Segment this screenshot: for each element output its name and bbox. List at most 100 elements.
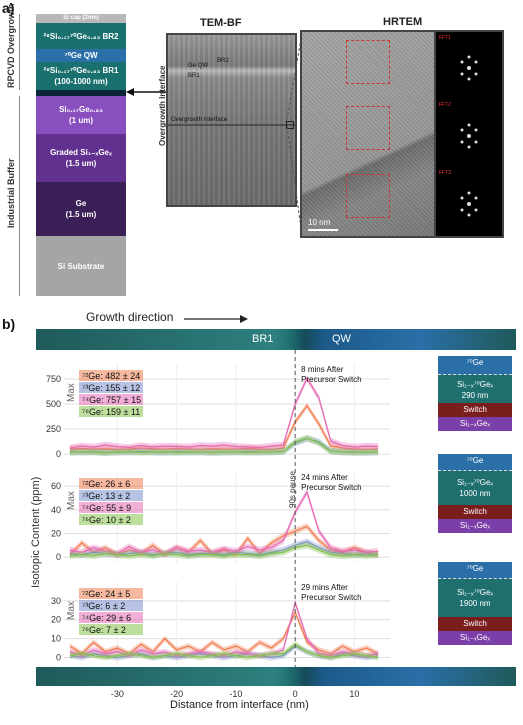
chart1-legend-text-2: ⁷⁴Ge: 757 ± 15 <box>82 395 141 405</box>
layer-ge-line1: Ge <box>75 199 87 208</box>
chart1-ytick-3: 750 <box>46 374 61 384</box>
layer-graded-line2: (1.5 um) <box>65 159 97 168</box>
chart2-max-label: Max <box>66 491 77 510</box>
chart1-annotation-1: Precursor Switch <box>301 375 361 384</box>
rpcvd-bracket <box>19 14 20 90</box>
layer-sige: Si₀.₁₇Ge₀.₈₃ (1 um) <box>36 96 126 134</box>
growth-region-bar-bottom <box>36 667 516 686</box>
chart3-band-0 <box>69 609 379 657</box>
layer-si-cap: Si cap (2nm) <box>36 14 126 23</box>
chart3-ytick-3: 30 <box>51 596 61 606</box>
panel-a-letter: a) <box>2 0 15 16</box>
tem-label-br1: BR1 <box>188 73 200 79</box>
chart2-ytick-2: 40 <box>51 505 61 515</box>
chart2-legend-swatch-3 <box>79 514 143 525</box>
chart3-ytick-0: 0 <box>56 652 61 662</box>
structure-stack-1: ⁷⁰Ge Si₁₋ₓ⁷⁰Geₓ 290 nm Switch Si₁₋ₓGeₓ <box>438 356 512 431</box>
stack1-thickness: 290 nm <box>461 391 489 400</box>
chart1-ytick-0: 0 <box>56 449 61 459</box>
chart2-legend-swatch-0 <box>79 478 143 489</box>
fft-patterns <box>460 55 478 217</box>
layer-br1-line2: (100-1000 nm) <box>54 77 108 86</box>
industrial-buffer-label: Industrial Buffer <box>6 158 16 228</box>
layer-interface-strip <box>36 90 126 96</box>
growth-region-bar: BR1 QW <box>36 329 516 350</box>
structure-stack-3: ⁷⁰Ge Si₁₋ₓ⁷⁰Geₓ 1900 nm Switch Si₁₋ₓGeₓ <box>438 562 512 645</box>
chart3-band-3 <box>69 641 379 661</box>
stack2-switch: Switch <box>438 505 512 519</box>
chart2-legend-text-3: ⁷⁶Ge: 10 ± 2 <box>82 515 131 525</box>
chart3-legend-text-0: ⁷²Ge: 24 ± 5 <box>82 589 130 599</box>
layer-ge: Ge (1.5 um) <box>36 182 126 236</box>
chart2-annotation-0: 24 mins After <box>301 473 348 482</box>
chart2-ytick-1: 20 <box>51 528 61 538</box>
chart2-legend-text-0: ⁷²Ge: 26 ± 6 <box>82 479 130 489</box>
stack1-sige70-label: Si₁₋ₓ⁷⁰Geₓ <box>456 380 494 389</box>
layer-sige-line2: (1 um) <box>69 116 93 125</box>
chart3-legend-text-1: ⁷³Ge: 6 ± 2 <box>82 601 125 611</box>
chart1-max-label: Max <box>66 383 77 402</box>
chart2-ytick-3: 60 <box>51 481 61 491</box>
chart3-line-0 <box>69 610 379 655</box>
layer-br1: ²⁸Si₀.₁₇⁷⁰Ge₀.₈₃ BR1 (100-1000 nm) <box>36 62 126 90</box>
chart2-legend-swatch-2 <box>79 502 143 513</box>
stack3-thickness: 1900 nm <box>459 599 491 608</box>
chart2-line-3 <box>69 544 379 557</box>
xtick-2: -10 <box>229 689 242 699</box>
chart2-line-1 <box>69 541 379 556</box>
stack2-sige70-layer: Si₁₋ₓ⁷⁰Geₓ 1000 nm <box>438 471 512 505</box>
tem-label-interface: Overgrowth Interface <box>171 117 228 123</box>
fft2-label: FFT2 <box>439 102 451 108</box>
chart3-legend-text-2: ⁷⁴Ge: 29 ± 6 <box>82 613 131 623</box>
interface-arrow <box>126 88 168 96</box>
chart1-legend-swatch-2 <box>79 394 143 405</box>
layer-graded-line1: Graded Si₁₋ₓGeₓ <box>50 148 112 157</box>
hrtem-micrograph: 10 nm <box>300 30 438 238</box>
tem-interface-line <box>168 124 295 126</box>
stack1-sige-layer: Si₁₋ₓGeₓ <box>438 417 512 431</box>
stack1-sige70-layer: Si₁₋ₓ⁷⁰Geₓ 290 nm <box>438 375 512 403</box>
chart2-annotation-1: Precursor Switch <box>301 483 361 492</box>
stack3-ge-layer: ⁷⁰Ge <box>438 562 512 576</box>
zoom-lines <box>287 33 303 236</box>
growth-direction-label: Growth direction <box>86 310 174 324</box>
chart3-legend-text-3: ⁷⁶Ge: 7 ± 2 <box>82 625 126 635</box>
chart3-legend-swatch-1 <box>79 600 143 611</box>
chart2-legend-text-1: ⁷³Ge: 13 ± 2 <box>82 491 130 501</box>
hrtem-title: HRTEM <box>383 16 423 28</box>
pause-label: 90s pause <box>288 471 297 508</box>
growth-direction-arrow <box>184 315 248 323</box>
layer-ge-qw: ⁷⁰Ge QW <box>36 49 126 62</box>
region-qw-label: QW <box>332 333 351 345</box>
chart3-line-2 <box>69 600 379 657</box>
chart1-line-3 <box>69 437 379 454</box>
chart1-legend-text-1: ⁷³Ge: 155 ± 12 <box>82 383 140 393</box>
industrial-bracket <box>19 96 20 296</box>
stack3-sige70-label: Si₁₋ₓ⁷⁰Geₓ <box>456 588 494 597</box>
chart3-max-label: Max <box>66 601 77 620</box>
stack1-switch: Switch <box>438 403 512 417</box>
hrtem-scale-bar <box>308 229 338 231</box>
layer-graded: Graded Si₁₋ₓGeₓ (1.5 um) <box>36 134 126 182</box>
chart1-band-2 <box>69 375 379 452</box>
hrtem-texture <box>302 32 436 236</box>
stack2-ge-layer: ⁷⁰Ge <box>438 454 512 468</box>
chart1-legend-swatch-0 <box>79 370 143 381</box>
stack2-sige70-label: Si₁₋ₓ⁷⁰Geₓ <box>456 478 494 487</box>
layer-si-substrate: Si Substrate <box>36 236 126 296</box>
chart3-legend-swatch-3 <box>79 624 143 635</box>
chart1-ytick-1: 250 <box>46 424 61 434</box>
tem-texture <box>168 35 295 205</box>
xtick-1: -20 <box>170 689 183 699</box>
fft-column: FFT1 FFT2 FFT3 <box>434 30 504 238</box>
chart3-legend-swatch-2 <box>79 612 143 623</box>
layer-sige-line1: Si₀.₁₇Ge₀.₈₃ <box>59 105 103 114</box>
stack3-sige70-layer: Si₁₋ₓ⁷⁰Geₓ 1900 nm <box>438 579 512 617</box>
x-axis-label: Distance from interface (nm) <box>170 699 309 711</box>
chart3-line-3 <box>69 643 379 659</box>
chart1-line-2 <box>69 376 379 449</box>
hrtem-region-3 <box>346 174 390 218</box>
chart1-legend-swatch-1 <box>79 382 143 393</box>
